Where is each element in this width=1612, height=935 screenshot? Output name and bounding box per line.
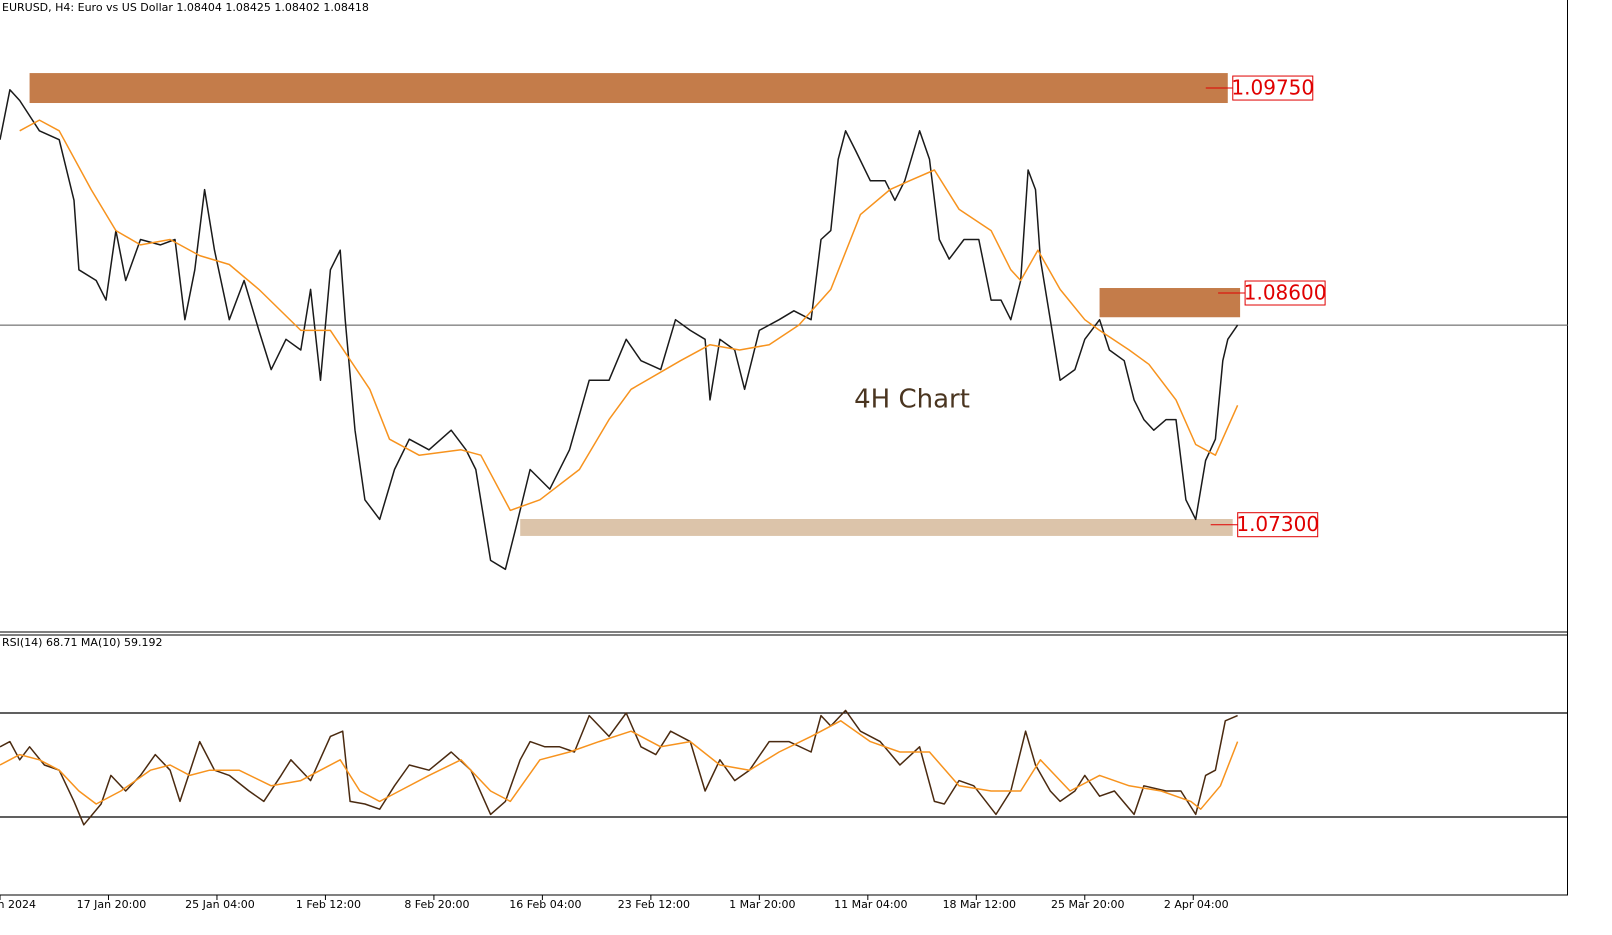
x-tick-label: 25 Jan 04:00 [185, 898, 255, 911]
zone [29, 73, 1228, 104]
x-tick-label: 1 Feb 12:00 [296, 898, 361, 911]
x-tick-label: 17 Jan 20:00 [77, 898, 147, 911]
zone-label-box [1232, 75, 1314, 101]
series-line [0, 89, 1239, 571]
x-tick-label: 16 Feb 04:00 [509, 898, 581, 911]
zone-label-box [1244, 280, 1326, 306]
series-line [0, 720, 1239, 810]
x-tick-label: 1 Mar 20:00 [729, 898, 795, 911]
zone-label: 1.08600 [1244, 281, 1327, 305]
series-line [0, 709, 1238, 826]
zone [1099, 288, 1241, 318]
x-tick-label: 23 Feb 12:00 [618, 898, 690, 911]
zone-label: 1.07300 [1236, 512, 1319, 536]
x-tick-label: 8 Feb 20:00 [404, 898, 469, 911]
x-tick-label: 10 Jan 2024 [0, 898, 36, 911]
zone-label: 1.09750 [1231, 76, 1314, 100]
annotation: 4H Chart [854, 385, 970, 415]
rsi-title: RSI(14) 68.71 MA(10) 59.192 [2, 636, 163, 649]
series-line [19, 119, 1239, 512]
zone-label-box [1237, 512, 1319, 538]
x-tick-label: 11 Mar 04:00 [834, 898, 907, 911]
x-tick-label: 18 Mar 12:00 [943, 898, 1016, 911]
x-tick-label: 2 Apr 04:00 [1164, 898, 1229, 911]
chart-title: EURUSD, H4: Euro vs US Dollar 1.08404 1.… [2, 1, 369, 14]
zone [520, 519, 1233, 536]
x-tick-label: 25 Mar 20:00 [1051, 898, 1124, 911]
